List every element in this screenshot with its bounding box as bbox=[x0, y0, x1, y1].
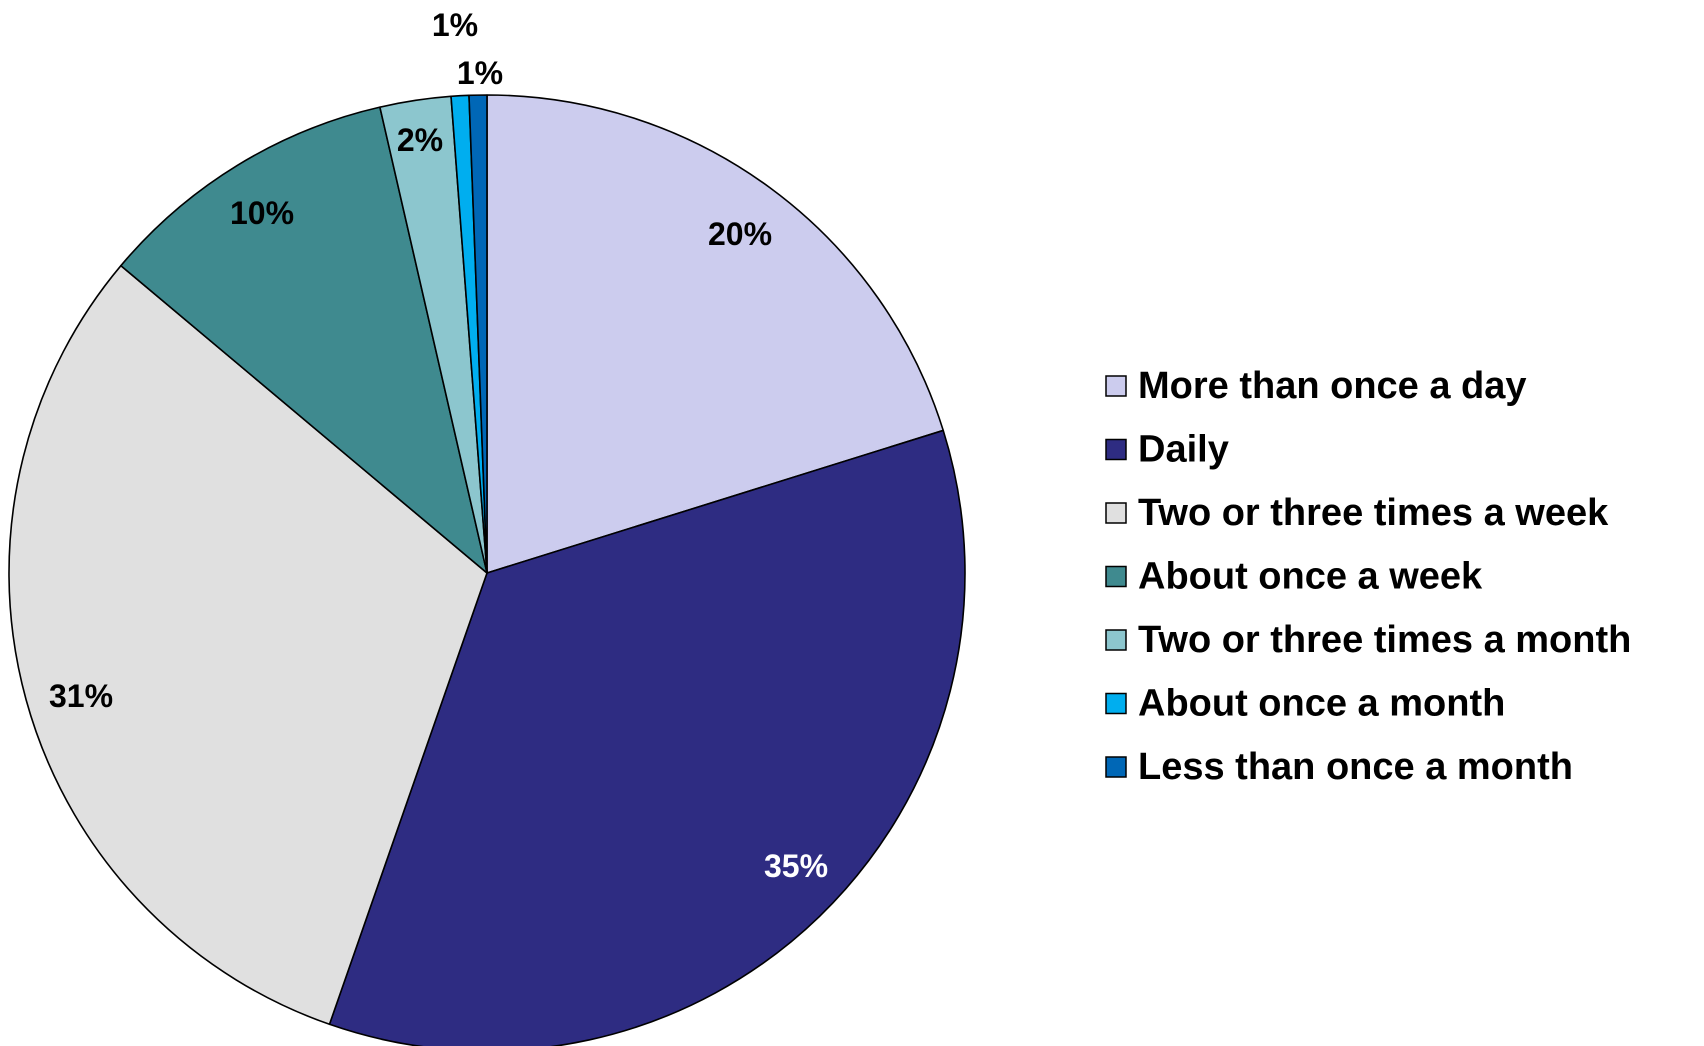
legend-item-6: About once a month bbox=[1105, 683, 1505, 725]
legend-label-1: More than once a day bbox=[1138, 365, 1527, 407]
legend-swatch-1 bbox=[1105, 375, 1127, 397]
legend-label-4: About once a week bbox=[1138, 556, 1483, 598]
pie-slice-2 bbox=[328, 429, 966, 1046]
legend-label-7: Less than once a month bbox=[1138, 746, 1573, 788]
slice-value-label-3: 31% bbox=[49, 678, 113, 714]
legend-item-7: Less than once a month bbox=[1105, 746, 1573, 788]
legend-label-6: About once a month bbox=[1138, 683, 1505, 725]
slice-value-label-6: 1% bbox=[432, 7, 478, 43]
slice-value-label-4: 10% bbox=[230, 195, 294, 231]
legend-label-5: Two or three times a month bbox=[1138, 619, 1631, 661]
legend-item-1: More than once a day bbox=[1105, 365, 1527, 407]
pie-slices bbox=[8, 94, 966, 1046]
pie-slice-7 bbox=[468, 94, 488, 574]
legend-swatch-2 bbox=[1105, 438, 1127, 461]
slice-value-label-1: 20% bbox=[708, 216, 772, 252]
slice-value-label-2: 35% bbox=[764, 848, 828, 884]
slice-value-label-5: 2% bbox=[397, 122, 443, 158]
legend-label-3: Two or three times a week bbox=[1138, 492, 1609, 534]
legend-item-2: Daily bbox=[1105, 429, 1229, 471]
pie-slice-3 bbox=[8, 264, 488, 1026]
pie-labels: 20% 35% 31% 10% 2% 1% 1% bbox=[49, 7, 828, 884]
legend: More than once a day Daily Two or three ti… bbox=[1105, 365, 1631, 788]
legend-swatch-7 bbox=[1105, 756, 1127, 778]
legend-item-3: Two or three times a week bbox=[1105, 492, 1609, 534]
legend-swatch-4 bbox=[1105, 565, 1127, 588]
legend-swatch-5 bbox=[1105, 629, 1127, 651]
legend-swatch-6 bbox=[1105, 692, 1127, 715]
legend-item-4: About once a week bbox=[1105, 556, 1483, 598]
legend-swatch-3 bbox=[1105, 502, 1127, 524]
pie-slice-4 bbox=[120, 106, 488, 574]
slice-value-label-7: 1% bbox=[457, 55, 503, 91]
pie-slice-1 bbox=[486, 94, 945, 574]
legend-label-2: Daily bbox=[1138, 429, 1229, 471]
legend-item-5: Two or three times a month bbox=[1105, 619, 1631, 661]
